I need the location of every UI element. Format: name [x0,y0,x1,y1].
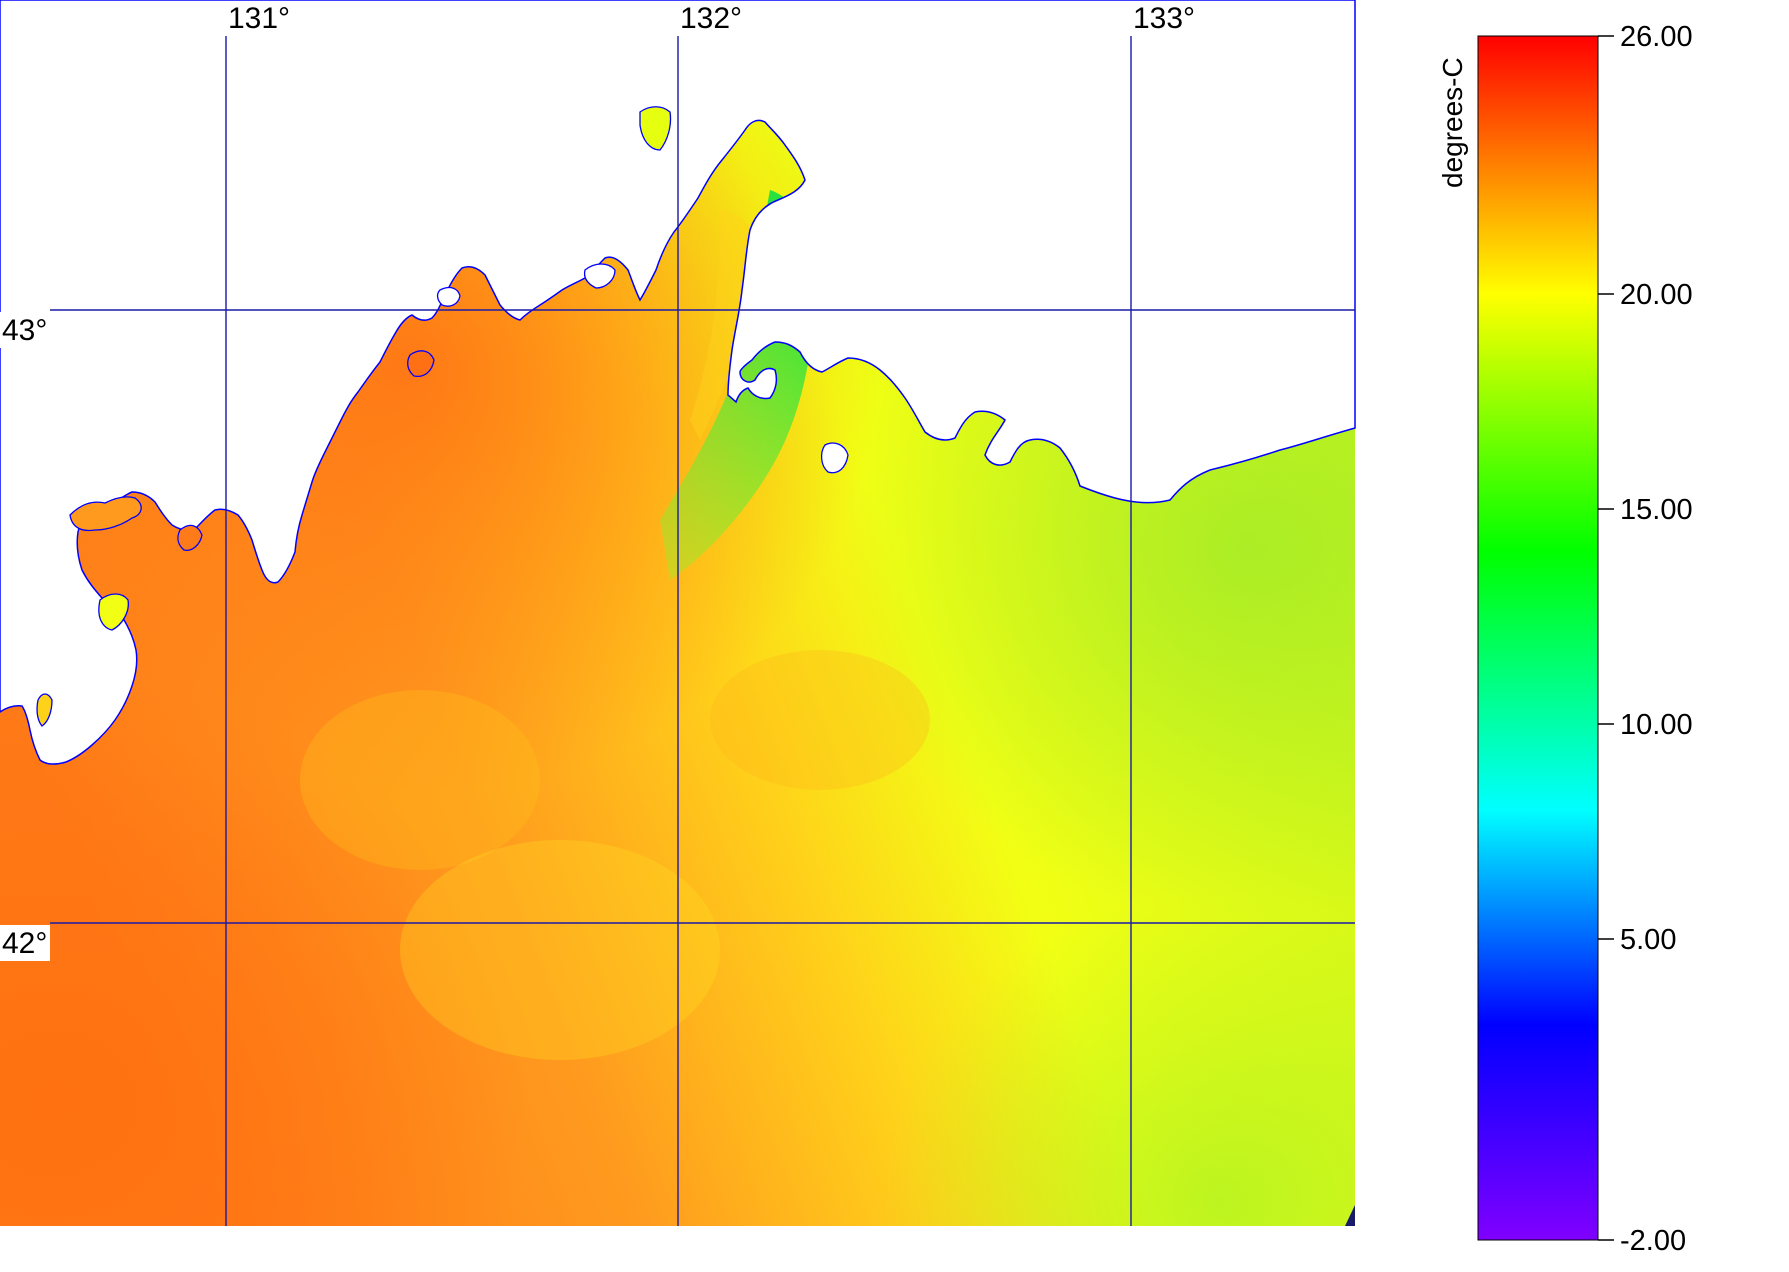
island-3 [36,693,53,727]
colorbar-tick-label: 15.00 [1620,494,1693,526]
colorbar: degrees-C 26.00 20.00 15.00 10.00 5.00 -2.00 [1437,21,1693,1257]
island-5 [407,350,435,378]
island-8 [583,263,616,289]
island-9 [639,106,672,151]
colorbar-tick-label: 5.00 [1620,924,1676,956]
island-7 [436,286,461,307]
colorbar-gradient [1477,35,1599,1241]
colorbar-tick-label: 26.00 [1620,21,1693,53]
lat-label-42: 42° [2,927,47,960]
island-6 [820,442,849,474]
land [0,0,1356,1226]
lon-label-132: 132° [680,2,742,35]
graticule [50,36,1355,1226]
colorbar-tick-label: 10.00 [1620,709,1693,741]
island-4 [177,524,203,551]
graticule-labels: 131° 132° 133° 43° 42° [0,2,1195,961]
island-2 [98,593,129,631]
lon-label-133: 133° [1133,2,1195,35]
island-1 [69,496,142,532]
lon-label-131: 131° [228,2,290,35]
colorbar-unit-label: degrees-C [1437,57,1468,188]
colorbar-tick-label: -2.00 [1620,1225,1686,1257]
colorbar-tick-label: 20.00 [1620,279,1693,311]
lat-label-43: 43° [2,314,47,347]
colorbar-ticks: 26.00 20.00 15.00 10.00 5.00 -2.00 [1598,21,1693,1257]
